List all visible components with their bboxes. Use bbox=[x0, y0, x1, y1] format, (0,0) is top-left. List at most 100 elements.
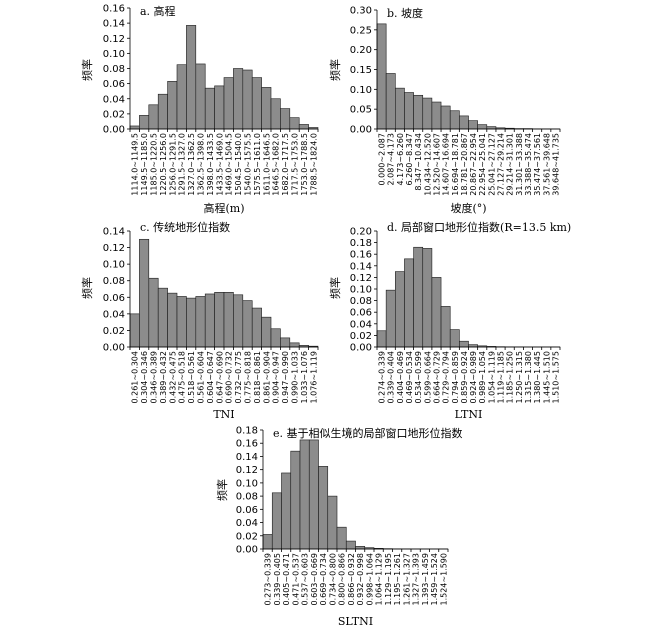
xtick-label-b-13: 27.127~29.214 bbox=[497, 133, 506, 196]
chart-panel-b: 0.000.050.100.150.200.250.300.000~2.087 2… bbox=[328, 6, 560, 216]
xtick-label-d-12: 1.054~1.119 bbox=[487, 351, 496, 404]
ytick-label-b-0: 0.00 bbox=[350, 125, 372, 136]
chart-title-b: b. 坡度 bbox=[387, 6, 423, 20]
bar-b-0 bbox=[376, 23, 387, 130]
bar-c-11 bbox=[233, 294, 244, 348]
xtick-label-e-15: 1.261~1.327 bbox=[402, 553, 411, 606]
bar-e-6 bbox=[318, 466, 329, 550]
bar-b-1 bbox=[385, 73, 396, 130]
xtick-label-e-11: 0.998~1.064 bbox=[365, 553, 374, 606]
xtick-label-d-16: 1.315~1.380 bbox=[524, 351, 533, 404]
xtick-label-a-18: 1753.0~1788.5 bbox=[300, 133, 309, 196]
xtick-label-e-14: 1.195~1.261 bbox=[393, 553, 402, 606]
xtick-label-c-3: 0.389~0.432 bbox=[159, 351, 168, 404]
xtick-label-a-0: 1114.0~1149.5 bbox=[131, 133, 140, 196]
ytick-label-a-2: 0.04 bbox=[103, 94, 125, 105]
ytick-label-a-8: 0.16 bbox=[103, 4, 125, 15]
xtick-label-c-11: 0.732~0.775 bbox=[234, 351, 243, 404]
ytick-label-e-3: 0.06 bbox=[236, 505, 258, 516]
ytick-label-a-4: 0.08 bbox=[103, 64, 125, 75]
xtick-label-a-3: 1220.5~1256.0 bbox=[159, 133, 168, 196]
xtick-label-a-5: 1291.5~1327.0 bbox=[178, 133, 187, 196]
xtick-label-b-8: 16.694~18.781 bbox=[451, 133, 460, 196]
bar-b-8 bbox=[449, 110, 460, 130]
xtick-label-d-9: 0.859~0.924 bbox=[460, 351, 469, 404]
xtick-label-c-13: 0.818~0.861 bbox=[253, 351, 262, 404]
bar-e-5 bbox=[308, 439, 319, 550]
bar-c-13 bbox=[251, 307, 262, 348]
xtick-label-a-8: 1398.0~1433.5 bbox=[206, 133, 215, 196]
bar-a-17 bbox=[289, 117, 300, 130]
bar-a-18 bbox=[298, 124, 309, 130]
ytick-label-e-0: 0.00 bbox=[236, 545, 258, 556]
ytick-label-e-1: 0.02 bbox=[236, 531, 258, 542]
xtick-label-e-3: 0.471~0.537 bbox=[291, 553, 300, 606]
bar-c-15 bbox=[270, 328, 281, 348]
xtick-label-c-15: 0.904~0.947 bbox=[272, 351, 281, 404]
ytick-label-c-0: 0.00 bbox=[103, 343, 125, 354]
bar-c-9 bbox=[214, 292, 225, 348]
xtick-label-b-3: 6.260~8.347 bbox=[405, 133, 414, 186]
bar-c-10 bbox=[223, 292, 234, 348]
chart-panel-e: 0.00 0.02 0.04 0.06 0.08 0.10 0.12 0.14 0.16 0.18… bbox=[215, 426, 463, 629]
xtick-label-c-6: 0.518~0.561 bbox=[187, 351, 196, 404]
bar-b-7 bbox=[440, 105, 451, 130]
ytick-label-c-4: 0.08 bbox=[103, 276, 125, 287]
xtick-label-c-0: 0.261~0.304 bbox=[131, 351, 140, 404]
xtick-label-b-7: 14.607~16.694 bbox=[442, 133, 451, 196]
bar-a-5 bbox=[176, 64, 187, 130]
xtick-label-a-16: 1682.0~1717.5 bbox=[281, 133, 290, 196]
ytick-label-b-4: 0.20 bbox=[350, 45, 372, 56]
xtick-label-b-14: 29.214~31.301 bbox=[506, 133, 515, 196]
xtick-label-e-17: 1.393~1.459 bbox=[421, 553, 430, 606]
xtick-label-d-15: 1.250~1.315 bbox=[515, 351, 524, 404]
ytick-label-d-0: 0.00 bbox=[350, 343, 372, 354]
ytick-label-b-6: 0.30 bbox=[350, 6, 372, 17]
x-axis-label-b: 坡度(°) bbox=[450, 201, 486, 215]
xtick-label-c-12: 0.775~0.818 bbox=[244, 351, 253, 404]
bar-a-16 bbox=[280, 108, 291, 130]
bar-e-0 bbox=[262, 534, 273, 550]
ytick-label-a-7: 0.14 bbox=[103, 19, 125, 30]
ytick-label-c-6: 0.12 bbox=[103, 243, 125, 254]
xtick-label-d-14: 1.185~1.250 bbox=[506, 351, 515, 404]
ytick-label-c-5: 0.10 bbox=[103, 260, 125, 271]
xtick-label-d-13: 1.119~1.185 bbox=[497, 351, 506, 404]
xtick-label-c-9: 0.647~0.690 bbox=[215, 351, 224, 404]
xtick-label-c-5: 0.475~0.518 bbox=[178, 351, 187, 404]
xtick-label-a-9: 1433.5~1469.0 bbox=[215, 133, 224, 196]
xtick-label-e-18: 1.459~1.524 bbox=[430, 553, 439, 606]
bar-a-12 bbox=[242, 69, 253, 130]
bar-a-10 bbox=[223, 77, 234, 130]
xtick-label-b-10: 20.867~22.954 bbox=[469, 133, 478, 196]
bar-a-6 bbox=[186, 25, 197, 130]
xtick-label-d-3: 0.469~0.534 bbox=[405, 351, 414, 404]
bar-a-0 bbox=[129, 125, 140, 130]
y-axis-label-e: 频率 bbox=[215, 479, 229, 501]
bar-c-4 bbox=[167, 292, 178, 348]
xtick-label-a-19: 1788.5~1824.0 bbox=[309, 133, 318, 196]
xtick-label-e-8: 0.800~0.866 bbox=[338, 553, 347, 606]
bar-d-7 bbox=[440, 306, 451, 348]
xtick-label-c-17: 0.990~1.033 bbox=[291, 351, 300, 404]
ytick-label-d-6: 0.12 bbox=[350, 273, 372, 284]
ytick-label-b-2: 0.10 bbox=[350, 85, 372, 96]
xtick-label-d-18: 1.445~1.510 bbox=[542, 351, 551, 404]
ytick-label-e-2: 0.04 bbox=[236, 518, 258, 529]
ytick-label-d-5: 0.10 bbox=[350, 285, 372, 296]
bar-b-3 bbox=[404, 92, 414, 130]
xtick-label-e-13: 1.129~1.195 bbox=[384, 553, 393, 606]
bar-a-7 bbox=[195, 63, 206, 130]
x-axis-label-a: 高程(m) bbox=[203, 201, 244, 215]
ytick-label-d-2: 0.04 bbox=[350, 319, 372, 330]
bar-c-12 bbox=[242, 300, 253, 348]
ytick-label-d-7: 0.14 bbox=[350, 261, 372, 272]
xtick-label-b-16: 33.388~35.474 bbox=[524, 133, 533, 196]
chart-title-d: d. 局部窗口地形位指数(R=13.5 km) bbox=[387, 220, 571, 234]
ytick-label-e-7: 0.14 bbox=[236, 452, 258, 463]
bar-c-16 bbox=[280, 337, 291, 348]
xtick-label-e-10: 0.932~0.998 bbox=[356, 553, 365, 606]
bar-b-9 bbox=[459, 115, 469, 130]
ytick-label-e-8: 0.16 bbox=[236, 439, 258, 450]
xtick-label-e-1: 0.339~0.405 bbox=[273, 553, 282, 606]
